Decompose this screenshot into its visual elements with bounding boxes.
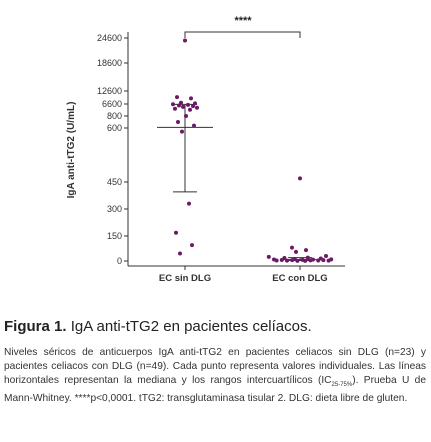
chart: IgA anti-tTG2 (U/mL) **** 0 150 300 450 600 8…: [66, 15, 345, 284]
data-point: [180, 129, 184, 134]
y-tick-label: 12600: [97, 86, 122, 96]
data-point: [179, 100, 183, 105]
y-tick-label: 300: [107, 204, 122, 214]
data-point: [190, 243, 194, 248]
data-point: [171, 102, 175, 107]
y-tick-label: 6600: [102, 99, 122, 109]
data-point: [285, 258, 289, 263]
data-point: [183, 38, 187, 43]
data-point: [191, 104, 195, 109]
data-point: [186, 102, 190, 107]
data-point: [298, 176, 302, 181]
data-point: [181, 104, 185, 109]
y-tick-label: 800: [107, 111, 122, 121]
data-point: [192, 123, 196, 128]
data-point: [174, 230, 178, 235]
data-point: [326, 258, 331, 263]
data-point: [279, 258, 284, 262]
data-point: [188, 107, 192, 112]
significance: ****: [234, 15, 252, 27]
y-tick-label: 18600: [97, 58, 122, 68]
data-point: [321, 258, 326, 263]
data-point: [189, 96, 193, 101]
y-tick-label: 600: [107, 123, 122, 133]
y-axis-label: IgA anti-tTG2 (U/mL): [66, 102, 77, 199]
y-tick-label: 24600: [97, 33, 122, 43]
data-point: [173, 106, 177, 111]
data-point: [175, 95, 179, 100]
y-tick-label: 450: [107, 177, 122, 187]
data-point: [177, 103, 181, 108]
data-point: [305, 255, 310, 260]
figure-caption: Niveles séricos de anticuerpos IgA anti-…: [4, 346, 426, 406]
significance-bracket: [184, 31, 301, 38]
data-point: [178, 251, 182, 256]
x-tick-label: EC con DLG: [272, 273, 327, 284]
figure-label: Figura 1.: [4, 318, 67, 335]
data-point: [184, 114, 188, 118]
x-tick-label: EC sin DLG: [159, 273, 211, 284]
y-tick-label: 150: [107, 231, 122, 241]
data-point: [266, 254, 271, 259]
caption-text: Niveles séricos de anticuerpos IgA anti-…: [4, 347, 426, 386]
data-point: [304, 248, 308, 253]
data-point: [294, 249, 298, 254]
data-point: [290, 245, 294, 250]
data-point: [176, 120, 180, 124]
y-tick-label: 0: [117, 256, 122, 266]
figure-title: Figura 1. IgA anti-tTG2 en pacientes cel…: [4, 318, 312, 335]
data-point: [274, 258, 279, 263]
data-point: [187, 201, 191, 206]
data-point: [195, 105, 199, 110]
data-point: [303, 258, 308, 263]
figure-title-text: IgA anti-tTG2 en pacientes celíacos.: [70, 318, 312, 335]
data-point: [316, 258, 321, 263]
data-point: [295, 258, 300, 263]
data-point: [324, 254, 328, 258]
data-point: [290, 258, 295, 263]
caption-subscript: 25-75%: [331, 382, 353, 389]
data-point: [308, 258, 313, 263]
caption-text: ). Prueba U de Mann-Whitney. ****p<0,000…: [4, 375, 426, 405]
